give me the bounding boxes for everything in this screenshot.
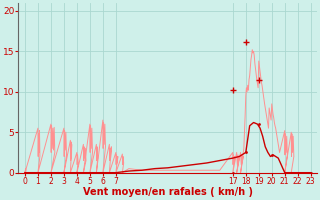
X-axis label: Vent moyen/en rafales ( km/h ): Vent moyen/en rafales ( km/h ) <box>83 187 253 197</box>
